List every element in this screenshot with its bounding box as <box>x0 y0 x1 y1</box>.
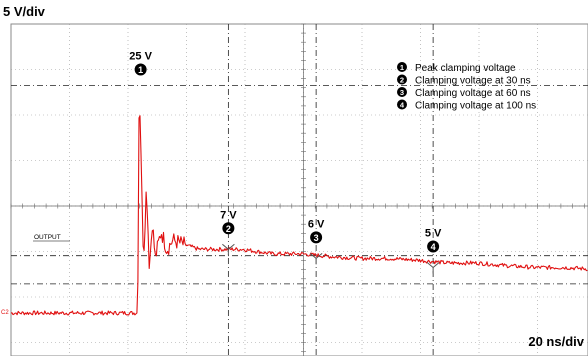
annotation-value-label: 7 V <box>220 209 237 221</box>
marker-badge-number: 3 <box>400 88 404 97</box>
plot-frame <box>10 23 588 356</box>
marker-badge-number: 4 <box>431 242 436 252</box>
trace-group <box>10 115 588 316</box>
legend-item-marker: 4 <box>397 99 407 110</box>
annotation-value-label: 5 V <box>425 228 442 240</box>
legend-item-label: Clamping voltage at 30 ns <box>415 76 531 87</box>
x-scale-label: 20 ns/div <box>528 334 584 349</box>
y-scale-label: 5 V/div <box>3 4 46 19</box>
marker-badge-circle <box>397 74 407 85</box>
marker-badge-circle <box>397 99 407 110</box>
marker-badge-circle <box>222 222 235 235</box>
annotations: 25 V 1 7 V 2 6 V 3 5 V 4 <box>129 51 442 274</box>
annotation-marker: 3 <box>310 231 323 244</box>
grid <box>10 23 588 356</box>
annotation-value-label: 25 V <box>129 51 152 63</box>
marker-badge-circle <box>310 231 323 244</box>
annotation-marker: 4 <box>427 240 440 253</box>
marker-badge-number: 2 <box>226 224 231 234</box>
marker-badge-circle <box>134 63 147 76</box>
legend: 1 Peak clamping voltage 2 Clamping voltage … <box>397 62 536 112</box>
legend-item-label: Clamping voltage at 100 ns <box>415 101 536 112</box>
marker-badge-circle <box>397 87 407 97</box>
output-trace <box>10 115 588 316</box>
legend-item-label: Peak clamping voltage <box>415 63 516 74</box>
marker-badge-number: 1 <box>138 65 143 75</box>
marker-badge-circle <box>397 62 407 72</box>
annotation-marker: 2 <box>222 222 235 235</box>
marker-badge-circle <box>427 240 440 253</box>
ground-marker-label: C2 <box>1 310 9 316</box>
marker-badge-number: 1 <box>400 63 404 72</box>
legend-item-label: Clamping voltage at 60 ns <box>415 88 531 99</box>
cursor-crosshair <box>309 253 323 265</box>
cursor-crosshair <box>426 262 440 274</box>
marker-badge-number: 4 <box>400 101 405 110</box>
marker-badge-number: 3 <box>314 233 319 243</box>
marker-badge-number: 2 <box>400 76 404 85</box>
cursor-crosshair <box>222 243 235 256</box>
legend-item-marker: 2 <box>397 74 407 85</box>
legend-item-marker: 3 <box>397 87 407 97</box>
annotation-marker: 1 <box>134 63 147 76</box>
legend-item-marker: 1 <box>397 62 407 72</box>
annotation-value-label: 6 V <box>308 218 325 230</box>
trace-name-label: OUTPUT <box>34 234 61 241</box>
